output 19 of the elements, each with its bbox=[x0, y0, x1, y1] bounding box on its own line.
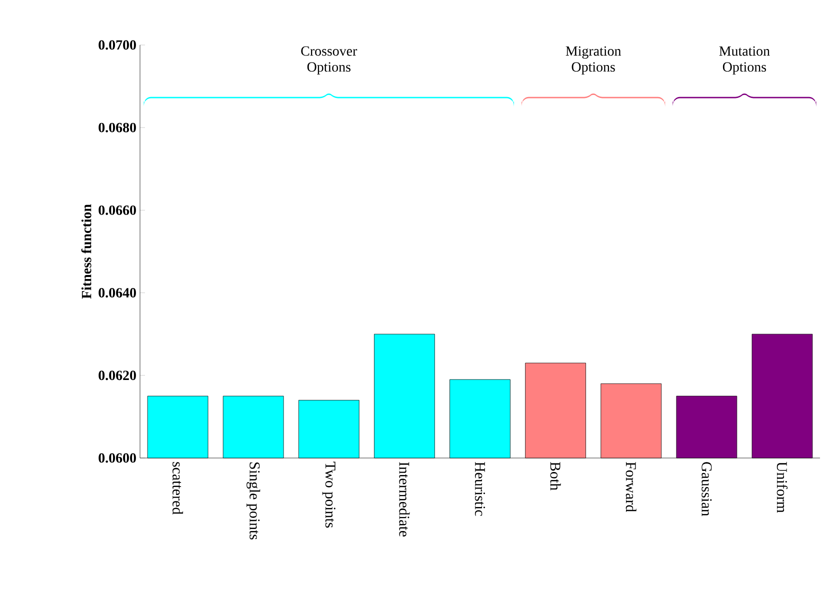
x-tick-label: scattered bbox=[172, 462, 184, 514]
x-tick-label: Forward bbox=[626, 462, 636, 512]
x-tick-label: Gaussian bbox=[702, 462, 712, 516]
x-tick-label: Uniform bbox=[776, 462, 788, 513]
y-tick-label: 0.0700 bbox=[98, 40, 136, 50]
x-tick-label: Single points bbox=[246, 462, 260, 540]
y-tick-label: 0.0600 bbox=[98, 453, 136, 463]
x-tick-label: Heuristic bbox=[474, 462, 486, 516]
y-tick-label: 0.0660 bbox=[98, 205, 136, 215]
annotation: Crossover Options bbox=[301, 46, 358, 75]
y-tick-label: 0.0640 bbox=[98, 288, 136, 298]
y-axis-title: Fitness function bbox=[81, 204, 92, 299]
y-tick-label: 0.0620 bbox=[98, 370, 136, 380]
y-tick-label: 0.0680 bbox=[98, 122, 136, 132]
annotation: Migration Options bbox=[566, 46, 622, 75]
x-tick-label: Two points bbox=[322, 462, 336, 528]
x-tick-label: Both bbox=[550, 462, 561, 490]
x-tick-label: Intermediate bbox=[399, 462, 410, 537]
annotation: Mutation Options bbox=[719, 46, 770, 75]
